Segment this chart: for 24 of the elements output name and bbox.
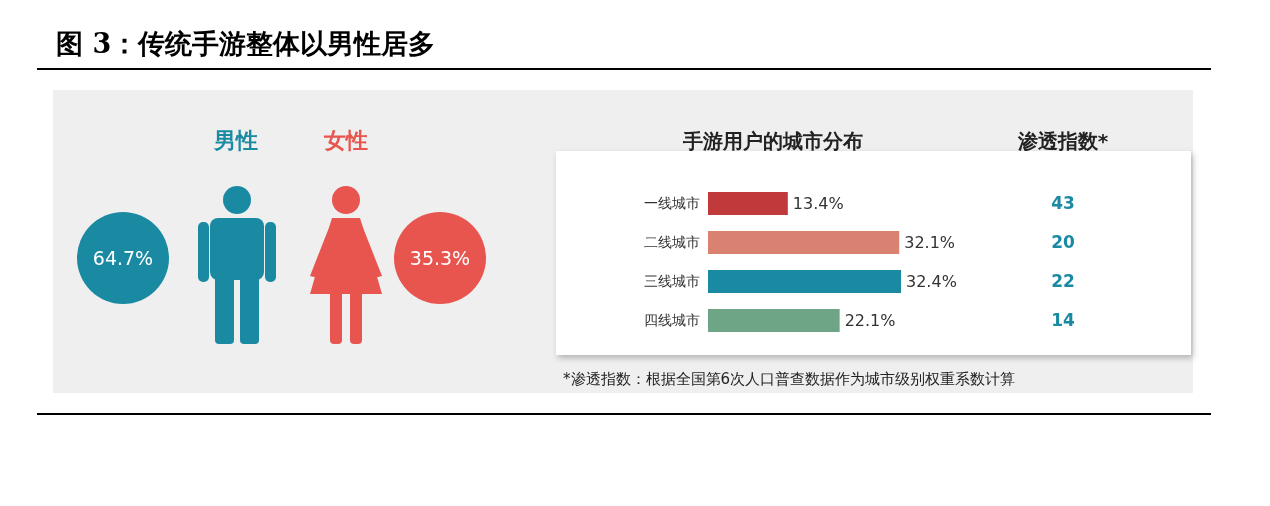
chart-title: 手游用户的城市分布 xyxy=(682,128,864,155)
data-label: 22.1% xyxy=(844,311,896,331)
text: *渗透指数：根据全国第6次人口普查数据作为城市级别权重系数计算 xyxy=(563,370,1016,389)
data-label: 32.1% xyxy=(904,233,956,253)
text: 43 xyxy=(1050,192,1076,213)
bar xyxy=(708,231,900,254)
data-label: 32.4% xyxy=(906,272,957,292)
y-tick-label: 一线城市 xyxy=(644,195,700,212)
text: 22 xyxy=(1050,270,1076,291)
bar xyxy=(708,270,901,293)
text: 35.3% xyxy=(409,247,471,269)
text: 14 xyxy=(1050,309,1076,330)
data-label: 13.4% xyxy=(792,194,844,214)
bar xyxy=(708,192,788,215)
text: 图 3：传统手游整体以男性居多 xyxy=(56,27,436,61)
text: 渗透指数* xyxy=(1016,128,1110,155)
category-label: 男性 xyxy=(212,127,259,155)
category-label: 女性 xyxy=(323,127,369,155)
y-tick-label: 三线城市 xyxy=(644,273,700,290)
bar xyxy=(708,309,840,332)
y-tick-label: 二线城市 xyxy=(644,234,700,251)
y-tick-label: 四线城市 xyxy=(644,312,700,329)
text: 64.7% xyxy=(92,247,154,269)
text: 20 xyxy=(1050,231,1076,252)
